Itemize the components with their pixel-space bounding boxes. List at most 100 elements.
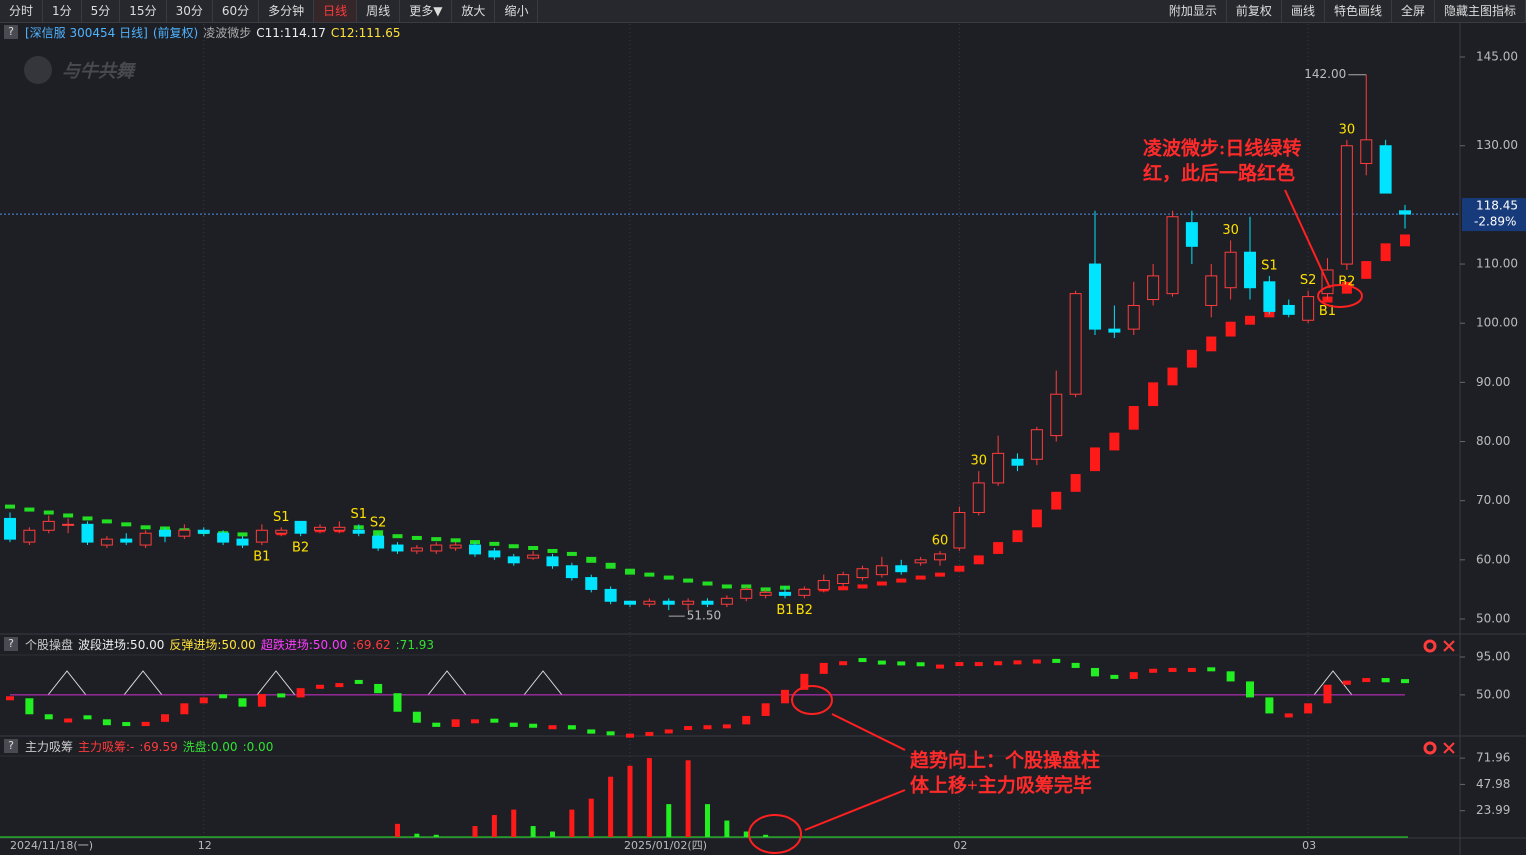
toolbar-button[interactable]: 特色画线 — [1325, 0, 1392, 22]
chip-bar — [511, 809, 517, 837]
trail-marker — [121, 522, 132, 527]
toolbar-button[interactable]: 全屏 — [1392, 0, 1435, 22]
candle-body — [1030, 429, 1043, 460]
close-icon[interactable] — [1443, 742, 1455, 754]
candle-body — [236, 538, 249, 546]
note: 红，此后一路红色 — [1143, 161, 1295, 184]
candle-body — [1147, 275, 1160, 301]
toolbar-button[interactable]: 15分 — [120, 0, 167, 22]
trade-bar — [781, 689, 789, 704]
trade-bar — [277, 693, 286, 698]
annotations — [748, 189, 1363, 854]
candle-body — [1011, 458, 1024, 466]
arrow — [1284, 189, 1331, 289]
trade-bar — [374, 683, 383, 694]
signal-label: 30 — [970, 454, 987, 469]
toolbar-button[interactable]: 前复权 — [1227, 0, 1282, 22]
candle-body — [972, 482, 985, 514]
x-tick-label: 2025/01/02(四) — [624, 839, 707, 852]
trade-bar — [1401, 679, 1409, 684]
trade-bar — [1071, 662, 1080, 668]
signal-label: B1 — [1319, 304, 1336, 319]
settings-icon[interactable] — [1423, 741, 1437, 755]
candle-body — [488, 550, 501, 558]
toolbar-button[interactable]: 放大 — [452, 0, 496, 22]
y-tick-label: 110.00 — [1476, 257, 1518, 271]
candle-body — [856, 568, 869, 579]
candle-body — [1379, 145, 1392, 194]
toolbar-button[interactable]: 60分 — [213, 0, 260, 22]
trade-bar — [432, 722, 441, 727]
help-box[interactable]: ? — [4, 739, 18, 753]
trail-marker — [82, 516, 93, 521]
toolbar-button[interactable]: 多分钟 — [259, 0, 315, 22]
toolbar-button[interactable]: 分时 — [0, 0, 44, 22]
trade-bar — [141, 721, 150, 727]
chip-bar — [588, 798, 594, 837]
signal-label: B1 — [253, 550, 270, 565]
candle-body — [372, 535, 385, 549]
trade-bar — [877, 660, 886, 665]
toolbar-button[interactable]: 30分 — [167, 0, 213, 22]
toolbar-left: 分时 1分 5分 15分 30分 60分 多分钟 日线 周线 更多▼ 放大 缩小 — [0, 0, 539, 22]
close-icon[interactable] — [1443, 640, 1455, 652]
toolbar-button[interactable]: 日线 — [314, 0, 358, 22]
trail-marker — [450, 538, 461, 543]
trade-bar — [529, 723, 538, 728]
candle-body — [352, 529, 365, 534]
x-tick-label: 12 — [198, 839, 212, 852]
toolbar-button[interactable]: 1分 — [43, 0, 82, 22]
trade-bar — [684, 726, 693, 731]
trade-bar — [606, 731, 615, 736]
trade-bar — [1323, 684, 1332, 704]
toolbar-button[interactable]: 更多▼ — [400, 0, 453, 22]
legend-item: :71.93 — [395, 638, 435, 652]
trail-marker — [1400, 234, 1410, 247]
candle-body — [449, 544, 462, 549]
y-tick-label: 90.00 — [1476, 375, 1510, 389]
toolbar-button[interactable]: 周线 — [357, 0, 401, 22]
chip-bar — [433, 834, 439, 837]
toolbar-button[interactable]: 画线 — [1282, 0, 1325, 22]
trade-bar — [83, 715, 92, 720]
trail-marker — [702, 581, 713, 586]
settings-icon[interactable] — [1423, 639, 1437, 653]
candle-body — [546, 556, 559, 567]
toolbar-button[interactable]: 5分 — [82, 0, 121, 22]
trade-bar — [6, 696, 14, 701]
signal-label: 30 — [1339, 122, 1356, 137]
toolbar-button[interactable]: 缩小 — [495, 0, 539, 22]
candle-body — [875, 565, 888, 576]
trail-marker — [489, 541, 500, 546]
trade-bar — [742, 715, 751, 725]
trade-bar — [1226, 671, 1235, 682]
trail-marker — [876, 581, 887, 586]
candle-body — [624, 600, 636, 605]
candle-body — [992, 452, 1005, 484]
signal-label: S1 — [350, 507, 367, 522]
candle-body — [178, 529, 191, 537]
y-tick-label: 130.00 — [1476, 138, 1518, 152]
legend-item: 主力吸筹:- — [78, 740, 135, 754]
trail-marker — [1051, 491, 1062, 510]
signal-label: B2 — [292, 541, 309, 556]
toolbar-button[interactable]: 隐藏主图指标 — [1435, 0, 1526, 22]
trail-marker — [1167, 367, 1178, 386]
signal-label: S1 — [273, 510, 290, 525]
trail-marker — [1380, 243, 1391, 262]
trade-bar — [722, 724, 731, 729]
trail-marker — [24, 507, 35, 512]
trail-marker — [5, 504, 15, 509]
candle-body — [23, 529, 36, 543]
trail-marker — [973, 555, 984, 565]
trade-legend: ? 个股操盘 波段进场:50.00 反弹进场:50.00 超跌进场:50.00:69.6… — [4, 637, 434, 653]
help-box[interactable]: ? — [4, 25, 18, 39]
trade-bar — [587, 729, 596, 734]
price-tag — [1462, 198, 1526, 232]
candle-body — [42, 520, 55, 531]
candle-body — [604, 588, 617, 602]
trade-bar — [64, 718, 73, 723]
toolbar-button[interactable]: 附加显示 — [1160, 0, 1227, 22]
help-box[interactable]: ? — [4, 637, 18, 651]
